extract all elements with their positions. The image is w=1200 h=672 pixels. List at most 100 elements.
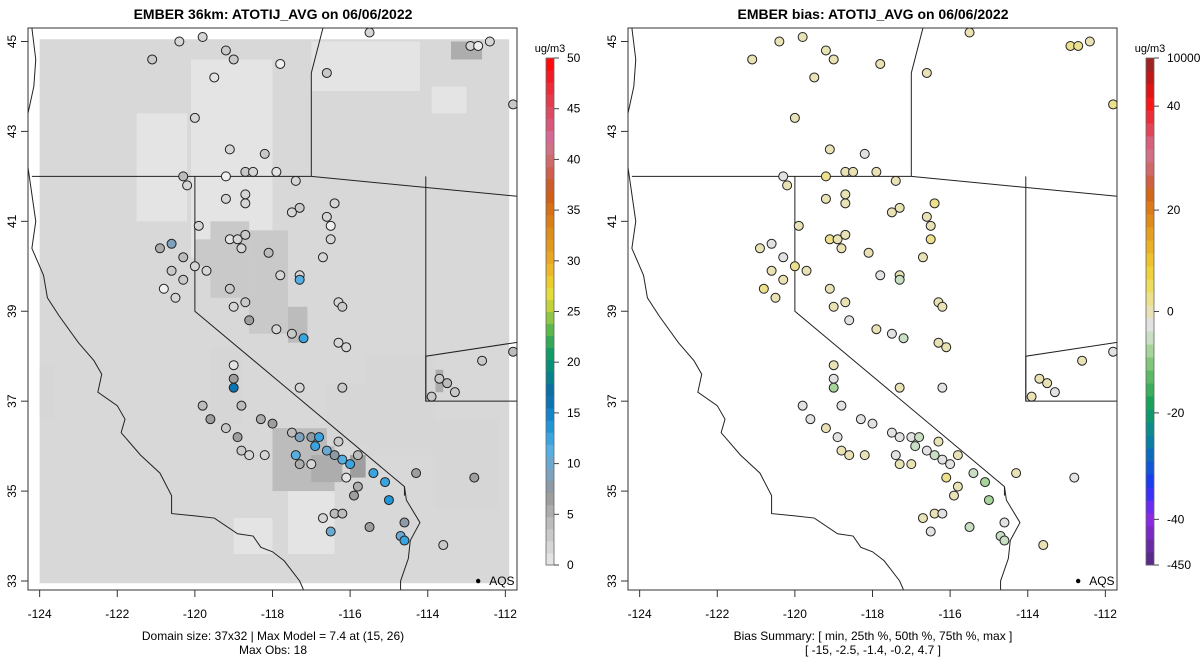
colorbar-segment <box>546 118 554 131</box>
site-marker <box>801 265 812 276</box>
colorbar-segment <box>1146 435 1154 449</box>
colorbar-segment <box>546 130 554 143</box>
site-marker <box>840 189 851 200</box>
boundary-line <box>28 28 305 590</box>
model-grid-cell <box>435 419 498 510</box>
colorbar-segment <box>1146 175 1154 189</box>
aqs-legend-dot <box>475 578 481 584</box>
lon-tick-label: -124 <box>28 607 52 621</box>
colorbar-segment <box>1146 240 1154 254</box>
site-marker <box>321 67 332 78</box>
colorbar-segment <box>546 323 554 337</box>
site-marker <box>844 450 855 461</box>
colorbar-segment <box>1146 539 1154 553</box>
site-marker <box>968 468 979 479</box>
lon-tick-label: -118 <box>261 607 284 621</box>
site-marker <box>473 40 484 51</box>
site-marker <box>329 198 340 209</box>
colorbar-tick-label: 0 <box>1167 305 1174 319</box>
lat-tick-label: 35 <box>5 484 19 498</box>
site-marker <box>828 301 839 312</box>
aqs-legend-dot <box>1075 578 1081 584</box>
site-marker <box>766 265 777 276</box>
lat-tick-label: 37 <box>605 394 619 408</box>
plot-frame <box>627 27 1118 591</box>
lat-tick-label: 33 <box>5 574 19 588</box>
colorbar-segment <box>546 178 554 192</box>
colorbar-segment <box>546 166 554 180</box>
site-marker <box>298 333 309 344</box>
site-marker <box>848 166 859 177</box>
site-marker <box>240 198 251 209</box>
site-marker <box>894 459 905 470</box>
site-marker <box>228 373 239 384</box>
bias-panel: EMBER bias: ATOTIJ_AVG on 06/06/2022 AQS… <box>600 0 1200 672</box>
site-marker <box>820 171 831 182</box>
colorbar-tick-label: -450 <box>1167 558 1191 572</box>
colorbar-segment <box>546 432 554 445</box>
lat-tick-label: 33 <box>605 574 619 588</box>
site-marker <box>286 328 297 339</box>
site-marker <box>1077 355 1088 366</box>
colorbar-segment <box>1146 188 1154 202</box>
site-marker <box>438 540 449 551</box>
model-grid-cell <box>311 455 343 483</box>
site-marker <box>980 477 991 488</box>
site-marker <box>337 454 348 465</box>
colorbar-segment <box>546 480 554 494</box>
colorbar-segment <box>546 504 554 518</box>
site-marker <box>910 441 921 452</box>
site-marker <box>240 189 251 200</box>
site-marker <box>925 220 936 231</box>
colorbar-segment <box>546 287 554 300</box>
colorbar-tick-label: 0 <box>567 558 574 572</box>
lat-tick-label: 37 <box>5 394 19 408</box>
site-marker <box>782 180 793 191</box>
model-footer-maxobs: Max Obs: 18 <box>238 643 308 657</box>
lon-tick-label: -124 <box>628 607 652 621</box>
colorbar-segment <box>546 263 554 276</box>
lon-tick-label: -112 <box>1094 607 1117 621</box>
site-marker <box>937 454 948 465</box>
colorbar-tick-label: 35 <box>567 203 581 217</box>
site-marker <box>906 459 917 470</box>
site-marker <box>933 337 944 348</box>
site-marker <box>1108 346 1117 357</box>
site-marker <box>898 333 909 344</box>
site-marker <box>263 247 274 258</box>
site-marker <box>789 261 800 272</box>
colorbar-segment <box>1146 253 1154 267</box>
colorbar-segment <box>546 396 554 409</box>
site-marker <box>824 144 835 155</box>
lon-tick-label: -118 <box>861 607 884 621</box>
site-marker <box>921 67 932 78</box>
colorbar-tick-label: 10000 <box>1167 51 1200 65</box>
colorbar-segment <box>546 94 554 107</box>
site-marker <box>341 342 352 353</box>
colorbar-segment <box>1146 58 1154 72</box>
site-marker <box>789 112 800 123</box>
colorbar-segment <box>1146 279 1154 293</box>
site-marker <box>275 58 286 69</box>
colorbar-segment <box>546 227 554 240</box>
site-marker <box>271 324 282 335</box>
site-marker <box>317 513 328 524</box>
bias-map: AQS -124 -122 -120 -118 -116 -114 -112 33 35 37 39 4… <box>605 27 1200 621</box>
colorbar-tick-label: 20 <box>567 355 581 369</box>
site-marker <box>290 450 301 461</box>
site-marker <box>1026 391 1037 402</box>
site-marker <box>321 211 332 222</box>
site-marker <box>477 355 488 366</box>
map-area <box>28 28 517 590</box>
site-marker <box>886 427 897 438</box>
site-marker <box>306 459 317 470</box>
site-marker <box>178 274 189 285</box>
site-marker <box>964 28 975 38</box>
colorbar-tick-label: 45 <box>567 102 581 116</box>
site-marker <box>236 445 247 456</box>
site-marker <box>244 315 255 326</box>
site-marker <box>859 148 870 159</box>
site-marker <box>182 180 193 191</box>
colorbar-segment <box>546 239 554 252</box>
site-marker <box>820 45 831 56</box>
